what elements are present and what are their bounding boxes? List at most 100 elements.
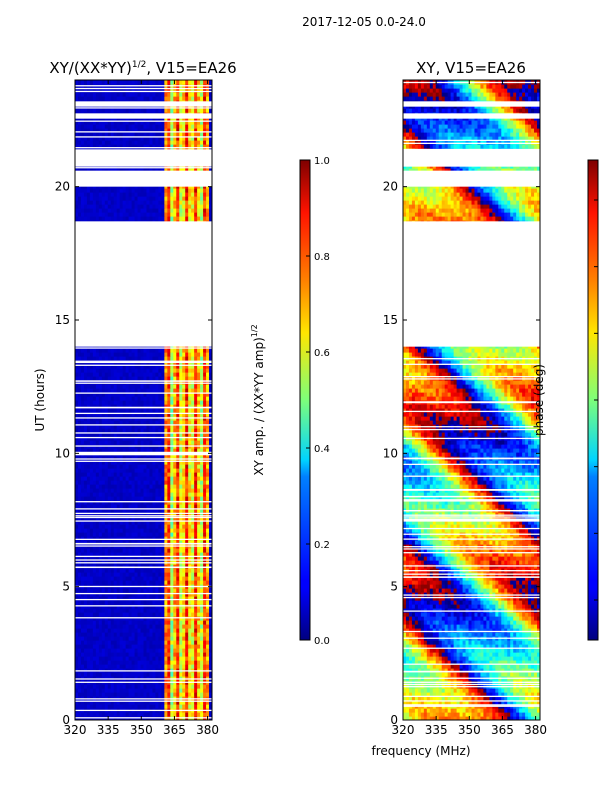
heatmap-cell [161,504,165,509]
heatmap-cell [164,468,168,473]
heatmap-cell [155,712,159,717]
heatmap-cell [167,508,171,513]
heatmap-cell [137,436,142,441]
heatmap-cell [89,564,94,569]
heatmap-cell [122,588,127,593]
heatmap-cell [83,596,88,601]
heatmap-cell [137,664,142,669]
heatmap-cell [179,520,183,525]
heatmap-cell [188,520,192,525]
heatmap-cell [209,464,212,469]
heatmap-cell [119,372,124,377]
heatmap-cell [92,528,97,533]
heatmap-cell [137,712,142,717]
heatmap-cell [83,564,88,569]
heatmap-cell [137,484,142,489]
heatmap-cell [155,496,159,501]
heatmap-cell [75,496,79,501]
heatmap-cell [176,612,180,617]
heatmap-cell [146,676,151,681]
heatmap-cell [203,588,207,593]
heatmap-cell [80,712,85,717]
heatmap-cell [182,384,186,389]
heatmap-cell [95,504,100,509]
heatmap-cell [209,524,212,529]
heatmap-cell [77,588,82,593]
heatmap-cell [197,384,201,389]
heatmap-cell [137,608,142,613]
heatmap-cell [152,392,157,397]
heatmap-cell [77,420,82,425]
heatmap-cell [179,660,183,665]
heatmap-cell [104,572,109,577]
heatmap-cell [75,640,79,645]
heatmap-cell [185,524,189,529]
heatmap-cell [110,428,115,433]
heatmap-cell [95,508,100,513]
heatmap-cell [185,632,189,637]
heatmap-cell [137,656,142,661]
heatmap-cell [131,612,136,617]
heatmap-cell [86,540,91,545]
heatmap-cell [92,512,97,517]
heatmap-cell [164,412,168,417]
heatmap-cell [119,588,124,593]
heatmap-cell [116,484,121,489]
heatmap-cell [194,372,198,377]
heatmap-cell [75,488,79,493]
heatmap-cell [107,368,112,373]
heatmap-cell [176,372,180,377]
heatmap-cell [185,588,189,593]
heatmap-cell [98,512,103,517]
heatmap-cell [107,580,112,585]
heatmap-cell [92,688,97,693]
heatmap-cell [179,432,183,437]
heatmap-cell [149,400,154,405]
heatmap-cell [158,520,162,525]
heatmap-cell [75,656,79,661]
heatmap-cell [104,548,109,553]
heatmap-cell [161,632,165,637]
heatmap-cell [89,512,94,517]
heatmap-cell [125,528,130,533]
heatmap-cell [125,548,130,553]
heatmap-cell [140,648,145,653]
heatmap-cell [149,396,154,401]
heatmap-cell [92,348,97,353]
heatmap-cell [194,376,198,381]
heatmap-cell [77,596,82,601]
heatmap-cell [170,380,174,385]
heatmap-cell [170,460,174,465]
heatmap-cell [143,576,148,581]
heatmap-cell [80,536,85,541]
heatmap-cell [95,556,100,561]
heatmap-cell [173,576,177,581]
heatmap-cell [203,508,207,513]
heatmap-cell [146,564,151,569]
heatmap-cell [152,368,157,373]
heatmap-cell [137,540,142,545]
heatmap-cell [86,404,91,409]
heatmap-cell [182,692,186,697]
heatmap-cell [89,568,94,573]
heatmap-cell [203,380,207,385]
heatmap-cell [128,432,133,437]
heatmap-cell [179,352,183,357]
heatmap-cell [86,636,91,641]
heatmap-cell [137,628,142,633]
heatmap-cell [209,640,212,645]
heatmap-cell [152,476,157,481]
heatmap-cell [107,672,112,677]
heatmap-cell [197,508,201,513]
heatmap-cell [134,652,139,657]
heatmap-cell [188,400,192,405]
heatmap-cell [92,700,97,705]
heatmap-cell [95,368,100,373]
heatmap-cell [179,548,183,553]
heatmap-cell [185,564,189,569]
heatmap-cell [101,576,106,581]
heatmap-cell [203,388,207,393]
heatmap-cell [116,476,121,481]
heatmap-cell [98,372,103,377]
heatmap-cell [164,408,168,413]
